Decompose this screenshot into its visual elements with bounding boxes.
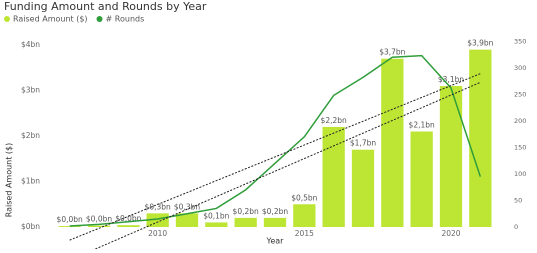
bar [293,204,316,227]
y-axis-title: Raised Amount ($) [5,143,14,218]
x-tick-label: 2010 [148,229,167,238]
x-tick-label: 2020 [441,229,460,238]
bar [263,217,287,227]
bar [381,58,404,227]
data-label: $0,1bn [203,211,229,220]
bar [205,222,228,227]
y-tick-label: $2bn [21,131,40,140]
bar [410,131,433,227]
y2-tick-label: 250 [514,90,526,98]
chart-title: Funding Amount and Rounds by Year [4,0,207,13]
x-tick-label: 2015 [295,229,314,238]
data-label: $0,3bn [145,202,171,211]
x-axis-title: Year [266,237,285,246]
bar [322,126,345,227]
data-label: $0,2bn [233,207,259,216]
data-label: $3,1bn [438,75,464,84]
bar [175,213,199,227]
data-label: $0,2bn [262,207,288,216]
trend-line [84,81,481,253]
y2-tick-label: 200 [514,117,526,125]
y-tick-label: $3bn [21,86,40,95]
legend-label: # Rounds [106,15,145,24]
bar [351,149,375,227]
y2-tick-label: 50 [514,196,522,204]
bar [469,49,492,228]
y2-tick-label: 350 [514,37,526,45]
legend-label: Raised Amount ($) [13,15,88,24]
y-tick-label: $0bn [21,222,40,231]
y2-tick-label: 150 [514,143,526,151]
bar [58,226,81,227]
y2-tick-label: 100 [514,170,526,178]
trend-line [69,73,481,241]
data-label: $0,0bn [57,215,83,224]
y2-tick-label: 0 [514,223,518,231]
data-label: $3,7bn [379,48,405,57]
data-label: $3,9bn [467,39,493,48]
bar [146,213,169,227]
data-label: $2,1bn [409,121,435,130]
bar [87,225,111,227]
y2-tick-label: 300 [514,64,526,72]
bar [234,217,257,227]
bar [117,225,140,227]
data-label: $0,0bn [86,215,112,224]
y-tick-label: $1bn [21,177,40,186]
legend-marker [4,16,10,22]
y-tick-label: $4bn [21,40,40,49]
line [69,54,482,227]
data-label: $0,0bn [115,214,141,223]
data-label: $1,7bn [350,139,376,148]
data-label: $2,2bn [321,116,347,125]
bar [439,86,463,228]
data-label: $0,5bn [291,193,317,202]
data-label: $0,3bn [174,202,200,211]
legend-marker [96,16,103,22]
